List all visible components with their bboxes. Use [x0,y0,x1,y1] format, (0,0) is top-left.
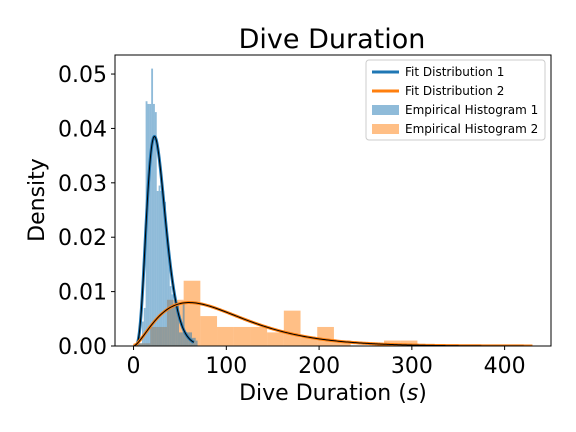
x-tick-label: 0 [127,354,141,379]
histogram-1-bar [147,103,150,346]
legend: Fit Distribution 1 Fit Distribution 2 Empi… [365,59,546,141]
legend-label: Fit Distribution 1 [405,65,504,79]
histogram-1-bar [195,340,198,346]
x-tick-label: 100 [205,354,247,379]
histogram-1-bar [169,286,172,346]
histogram-1-bar [167,250,170,346]
y-tick-label: 0.04 [58,117,107,142]
legend-box [365,59,546,141]
histogram-2-bar [333,340,351,346]
histogram-2-bar [233,326,251,346]
histogram-1-bar [177,302,180,346]
histogram-1-bar [184,335,187,346]
x-tick-label: 300 [391,354,433,379]
histogram-2-bar [400,340,418,346]
y-axis: 0.00 0.01 0.02 0.03 0.04 0.05 [58,63,115,360]
histogram-1-bar [138,343,142,346]
legend-patch-swatch [372,124,399,134]
legend-patch-swatch [372,105,399,115]
histogram-1-bar [193,337,196,346]
y-tick-label: 0.00 [58,335,107,360]
chart-title: Dive Duration [239,24,426,55]
histogram-1-bar [153,103,155,346]
y-tick-label: 0.05 [58,63,107,88]
histogram-1 [138,68,198,346]
histogram-1-bar [141,321,144,346]
histogram-1-bar [162,190,165,346]
legend-label: Empirical Histogram 2 [405,122,538,136]
histogram-2-bar [250,326,268,346]
histogram-1-bar [182,302,185,346]
x-tick-label: 400 [484,354,526,379]
histogram-1-bar [149,103,152,346]
histogram-2-bar [200,316,218,346]
histogram-1-bar [164,201,167,346]
histogram-1-bar [154,112,157,346]
x-axis-title-main: Dive Duration ( [239,381,407,406]
histogram-1-bar [160,190,163,346]
histogram-1-bar [186,332,189,346]
histogram-2-bar [217,326,234,346]
histogram-1-bar [180,332,183,346]
histogram-1-bar [151,68,154,346]
x-tick-label: 200 [298,354,340,379]
axes-frame [114,54,552,347]
legend-label: Empirical Histogram 1 [405,103,538,117]
histogram-2 [133,280,418,346]
x-axis: 0 100 200 300 400 [127,346,526,379]
histogram-2-bar [267,332,284,346]
histogram-1-bar [173,305,176,346]
fit-distribution-1-outline [133,135,195,346]
y-tick-label: 0.03 [58,172,107,197]
y-tick-label: 0.02 [58,226,107,251]
histogram-1-bar [179,332,181,346]
histogram-2-bar [317,326,334,346]
histogram-2-bar [283,310,301,346]
x-axis-title: Dive Duration (s) [239,381,427,406]
histogram-1-bar [171,294,174,346]
histogram-1-bar [166,239,168,346]
histogram-1-bar [143,307,146,346]
y-tick-label: 0.01 [58,281,107,306]
histogram-2-bar [183,280,201,346]
histogram-1-bar [175,302,178,346]
histogram-1-bar [156,190,159,346]
y-axis-title: Density [25,158,50,242]
legend-label: Fit Distribution 2 [405,84,504,98]
x-axis-title-unit: s [407,381,418,406]
x-axis-title-close: ) [418,381,427,406]
plot-area [132,68,533,346]
histogram-1-bar [158,185,161,346]
histogram-2-bar [300,337,318,346]
